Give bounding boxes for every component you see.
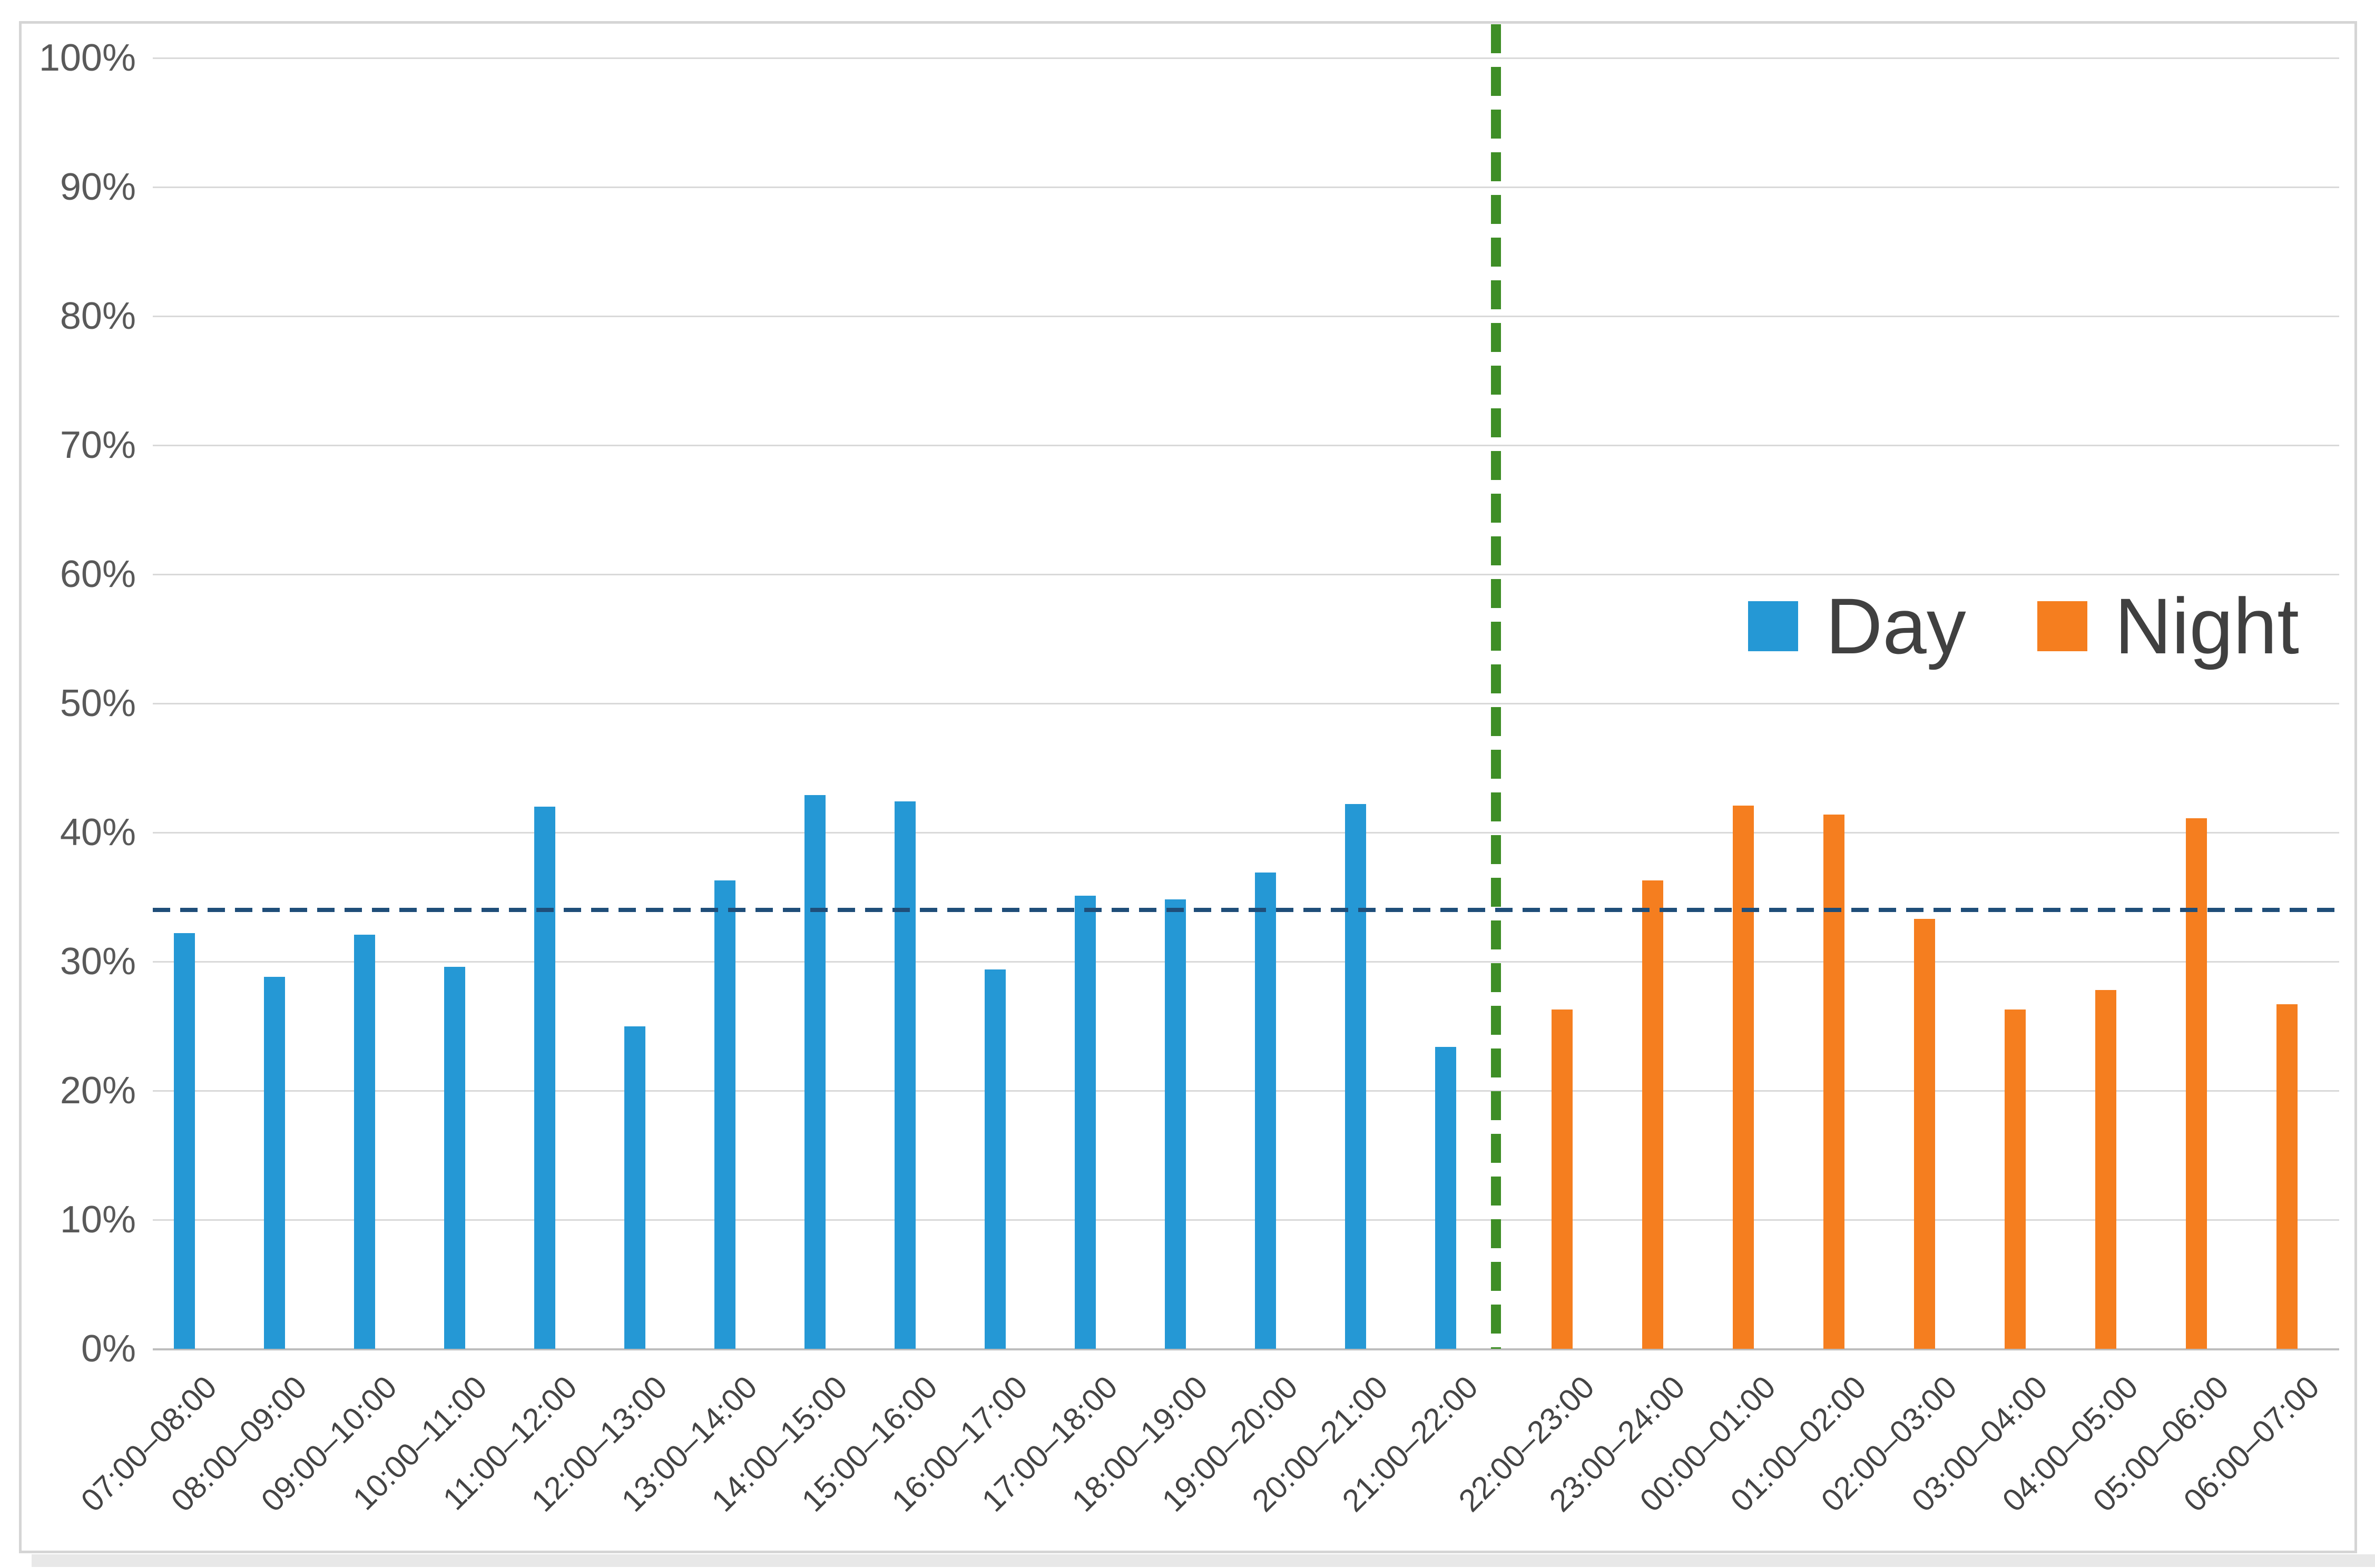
y-gridline-10 xyxy=(153,1219,2339,1221)
legend-swatch-day xyxy=(1748,601,1798,651)
bar-day-13:00–14:00 xyxy=(714,880,735,1349)
y-axis-tick-label: 10% xyxy=(60,1199,136,1241)
mean-dashed-line xyxy=(153,908,2339,912)
legend-swatch-night xyxy=(2037,601,2087,651)
bar-night-01:00–02:00 xyxy=(1823,814,1844,1349)
bar-day-08:00–09:00 xyxy=(264,977,285,1349)
bar-night-23:00–24:00 xyxy=(1642,880,1663,1349)
bar-day-18:00–19:00 xyxy=(1165,899,1186,1349)
y-axis-tick-label: 70% xyxy=(60,424,136,466)
y-gridline-80 xyxy=(153,316,2339,317)
y-axis-tick-label: 80% xyxy=(60,295,136,337)
legend-label-night: Night xyxy=(2114,582,2299,670)
bar-day-16:00–17:00 xyxy=(985,969,1006,1349)
bar-night-06:00–07:00 xyxy=(2276,1004,2298,1349)
bar-night-04:00–05:00 xyxy=(2095,989,2116,1349)
y-axis-tick-label: 0% xyxy=(81,1328,136,1370)
y-gridline-90 xyxy=(153,187,2339,188)
bar-day-07:00–08:00 xyxy=(174,933,195,1349)
legend: Day Night xyxy=(1748,582,2299,670)
bar-day-17:00–18:00 xyxy=(1075,896,1096,1349)
bar-day-21:00–22:00 xyxy=(1435,1046,1456,1349)
bar-day-11:00–12:00 xyxy=(534,807,555,1349)
y-gridline-20 xyxy=(153,1090,2339,1092)
y-axis-tick-label: 60% xyxy=(60,553,136,595)
bar-day-09:00–10:00 xyxy=(354,934,375,1349)
day-night-divider-dashed-line xyxy=(1491,24,1501,1349)
legend-label-day: Day xyxy=(1826,582,1966,670)
bar-day-20:00–21:00 xyxy=(1345,804,1366,1349)
y-axis-tick-label: 20% xyxy=(60,1070,136,1112)
bar-night-02:00–03:00 xyxy=(1914,919,1935,1349)
bar-day-19:00–20:00 xyxy=(1255,872,1276,1349)
y-axis-tick-label: 100% xyxy=(38,37,136,79)
bar-night-22:00–23:00 xyxy=(1552,1009,1573,1349)
y-axis-tick-label: 90% xyxy=(60,166,136,208)
bar-night-03:00–04:00 xyxy=(2005,1009,2026,1349)
y-gridline-50 xyxy=(153,703,2339,704)
y-gridline-30 xyxy=(153,961,2339,963)
bar-day-15:00–16:00 xyxy=(895,801,916,1349)
bar-day-14:00–15:00 xyxy=(804,795,826,1349)
bar-day-12:00–13:00 xyxy=(624,1026,645,1349)
y-gridline-0 xyxy=(153,1348,2339,1350)
y-gridline-60 xyxy=(153,574,2339,575)
y-gridline-70 xyxy=(153,445,2339,446)
chart-bottom-shadow xyxy=(32,1554,2375,1567)
bar-night-05:00–06:00 xyxy=(2186,818,2207,1349)
y-axis-tick-label: 30% xyxy=(60,940,136,983)
y-gridline-40 xyxy=(153,832,2339,834)
y-axis-tick-label: 40% xyxy=(60,811,136,854)
y-gridline-100 xyxy=(153,57,2339,59)
y-axis-tick-label: 50% xyxy=(60,682,136,724)
chart-border-frame xyxy=(19,21,2357,1553)
bar-day-10:00–11:00 xyxy=(444,966,465,1349)
bar-night-00:00–01:00 xyxy=(1733,805,1754,1349)
